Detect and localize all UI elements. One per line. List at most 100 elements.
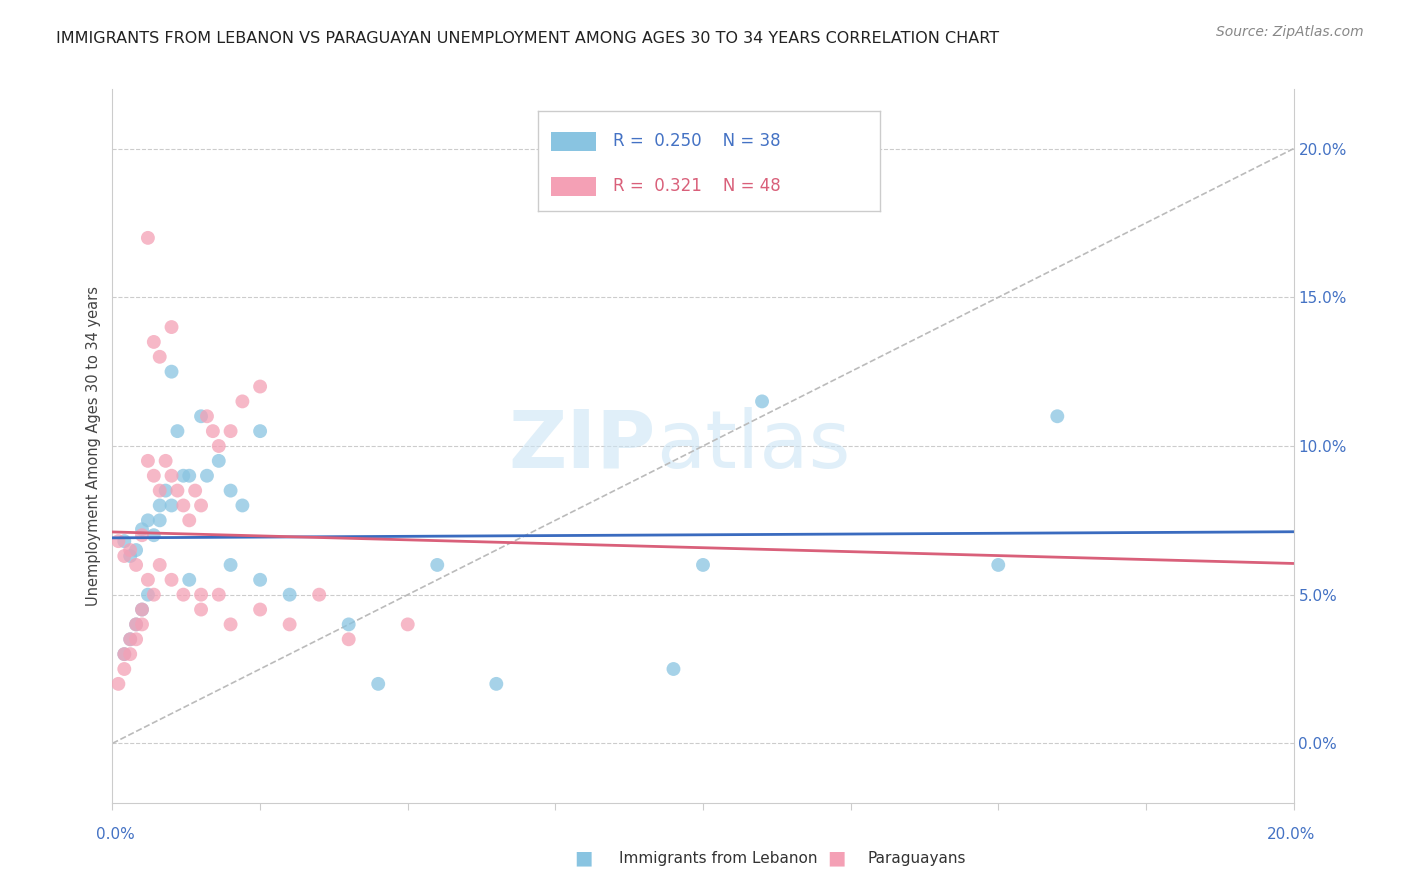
Point [142,588,165,602]
Point [107,677,129,691]
Point [136,454,159,468]
Point [125,543,148,558]
Point [149,558,172,572]
Point [136,573,159,587]
Point [125,558,148,572]
Point [125,617,148,632]
Point [142,468,165,483]
Point [155,454,177,468]
Text: R =  0.321    N = 48: R = 0.321 N = 48 [613,177,780,194]
Point [112,647,135,661]
Point [662,662,685,676]
Point [249,379,271,393]
Point [337,632,360,647]
Point [751,394,773,409]
Point [107,534,129,549]
Point [278,617,301,632]
Point [131,522,153,536]
Point [179,513,201,527]
Point [125,617,148,632]
Point [208,454,231,468]
Point [179,468,201,483]
Point [231,499,253,513]
Text: atlas: atlas [655,407,851,485]
Point [166,424,188,438]
Point [149,499,172,513]
Text: R =  0.250    N = 38: R = 0.250 N = 38 [613,132,780,150]
Point [136,513,159,527]
Point [249,424,271,438]
Point [208,588,231,602]
Point [201,424,224,438]
Point [426,558,449,572]
Point [367,677,389,691]
Point [987,558,1010,572]
Point [485,677,508,691]
Point [131,602,153,616]
Point [249,573,271,587]
Text: Paraguayans: Paraguayans [868,851,966,865]
Point [172,468,194,483]
Point [692,558,714,572]
Point [120,632,142,647]
Point [136,588,159,602]
Point [155,483,177,498]
Point [190,409,212,424]
Text: 20.0%: 20.0% [1267,827,1315,841]
Point [219,424,242,438]
Y-axis label: Unemployment Among Ages 30 to 34 years: Unemployment Among Ages 30 to 34 years [86,286,101,606]
Text: Immigrants from Lebanon: Immigrants from Lebanon [619,851,817,865]
Point [149,483,172,498]
Point [166,483,188,498]
Text: 0.0%: 0.0% [96,827,135,841]
Text: ■: ■ [827,848,846,868]
Point [184,483,207,498]
Text: IMMIGRANTS FROM LEBANON VS PARAGUAYAN UNEMPLOYMENT AMONG AGES 30 TO 34 YEARS COR: IMMIGRANTS FROM LEBANON VS PARAGUAYAN UN… [56,31,1000,46]
Point [308,588,330,602]
Point [179,573,201,587]
Point [219,558,242,572]
Point [1046,409,1069,424]
Point [172,588,194,602]
Point [249,602,271,616]
Point [149,513,172,527]
Point [120,632,142,647]
Text: ZIP: ZIP [509,407,655,485]
Point [112,534,135,549]
Bar [551,132,596,151]
Point [160,499,183,513]
Point [120,543,142,558]
Point [190,588,212,602]
Point [120,549,142,563]
Point [278,588,301,602]
Point [112,549,135,563]
Text: ■: ■ [574,848,593,868]
Point [112,662,135,676]
Point [219,483,242,498]
Point [396,617,419,632]
Text: Source: ZipAtlas.com: Source: ZipAtlas.com [1216,25,1364,39]
Point [208,439,231,453]
Point [112,647,135,661]
Point [131,528,153,542]
Bar [551,178,596,195]
Point [136,231,159,245]
Point [131,602,153,616]
Point [160,468,183,483]
Point [160,365,183,379]
Point [160,320,183,334]
Point [172,499,194,513]
Point [120,647,142,661]
Point [142,528,165,542]
Point [231,394,253,409]
Point [190,499,212,513]
Point [142,334,165,349]
Point [190,602,212,616]
Point [125,632,148,647]
Point [195,409,218,424]
Point [131,617,153,632]
Point [337,617,360,632]
Point [219,617,242,632]
Point [149,350,172,364]
Point [160,573,183,587]
